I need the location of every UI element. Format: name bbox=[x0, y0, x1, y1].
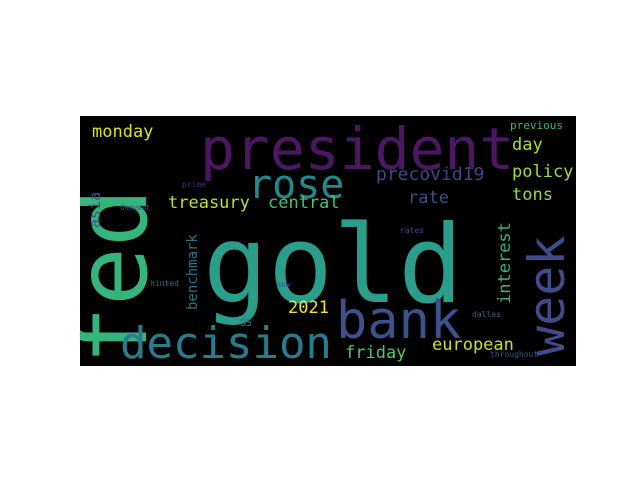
word-central: central bbox=[268, 193, 340, 213]
word-85: 85 bbox=[240, 318, 252, 329]
word-rate: rate bbox=[408, 188, 449, 208]
word-benchmark: benchmark bbox=[185, 234, 201, 310]
word-european: european bbox=[432, 335, 514, 355]
word-hinted: hinted bbox=[150, 279, 179, 288]
word-asia: asia bbox=[86, 192, 104, 228]
word-previous: previous bbox=[510, 119, 563, 132]
word-policy: policy bbox=[512, 162, 573, 182]
word-day: day bbox=[512, 135, 543, 155]
word-rose: rose bbox=[248, 162, 344, 208]
word-monday: monday bbox=[92, 122, 153, 142]
word-throughout: throughout bbox=[490, 350, 538, 359]
word-interest: interest bbox=[495, 222, 515, 304]
word-2021: 2021 bbox=[288, 298, 329, 318]
word-treasury: treasury bbox=[168, 193, 250, 213]
word-dallas: dallas bbox=[472, 310, 501, 319]
word-precovid19: precovid19 bbox=[376, 164, 484, 185]
word-tons: tons bbox=[512, 185, 553, 205]
word-friday: friday bbox=[345, 343, 406, 363]
word-gold: gold bbox=[203, 203, 463, 328]
word-demand: demand bbox=[120, 203, 149, 212]
word-week: week bbox=[518, 236, 576, 356]
word-new: new bbox=[276, 280, 291, 289]
word-prime: prime bbox=[182, 180, 206, 189]
word-decision: decision bbox=[120, 318, 332, 366]
word-bank: bank bbox=[336, 291, 461, 351]
word-rates: rates bbox=[400, 226, 424, 235]
word-fed: fed bbox=[80, 188, 170, 365]
cloud-background bbox=[80, 116, 576, 366]
word-president: president bbox=[200, 116, 514, 183]
